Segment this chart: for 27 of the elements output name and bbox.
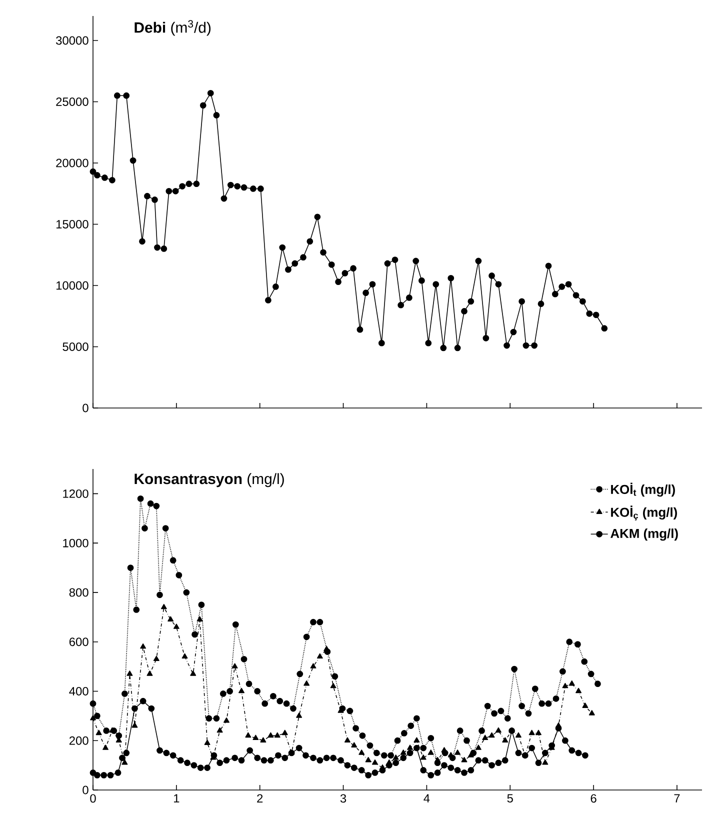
x-tick-label: 1	[174, 794, 180, 802]
y-tick-label: 600	[69, 638, 88, 646]
x-tick-label: 3	[340, 794, 346, 803]
y-tick-label: 0	[82, 404, 88, 412]
x-tick-label: 2	[257, 794, 263, 803]
x-tick-label: 4	[424, 794, 430, 802]
y-tick-label: 0	[82, 786, 88, 794]
x-tick-label: 7	[674, 794, 680, 802]
chart-title: Konsantrasyon (mg/l)	[134, 473, 284, 488]
legend-label: KOİ$_{t}$ (mg/l)	[611, 482, 675, 497]
y-tick-label: 800	[69, 588, 88, 597]
y-tick-label: 200	[69, 736, 88, 745]
y-tick-label: 25000	[56, 98, 88, 106]
y-tick-label: 1200	[63, 489, 88, 498]
y-tick-label: 1000	[63, 538, 88, 548]
x-tick-label: 5	[507, 794, 513, 803]
legend-label: AKM (mg/l)	[610, 528, 678, 541]
x-tick-label: 0	[90, 794, 96, 803]
y-tick-label: 5000	[62, 342, 88, 351]
y-tick-label: 20000	[56, 158, 88, 168]
x-tick-label: 6	[590, 794, 596, 803]
legend-label: KOİ$_{ç}$ (mg/l)	[611, 506, 677, 520]
chart-title: Debi (m$^{3}$/d)	[134, 20, 211, 36]
y-tick-label: 30000	[56, 36, 88, 45]
y-tick-label: 400	[69, 687, 88, 696]
y-tick-label: 10000	[56, 281, 88, 290]
y-tick-label: 15000	[56, 220, 88, 228]
